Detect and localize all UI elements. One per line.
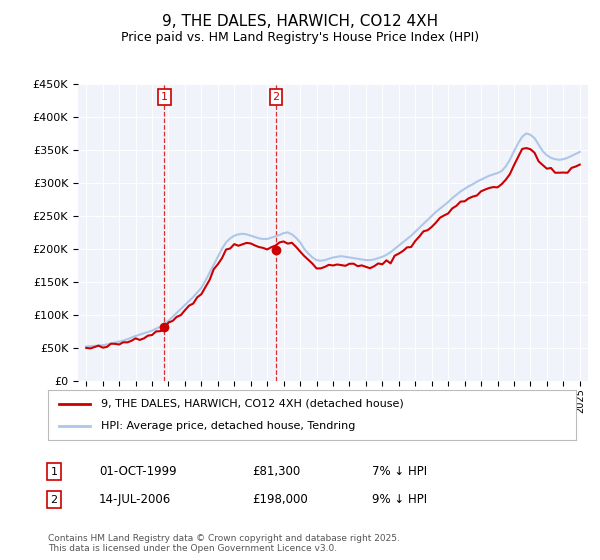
Text: Price paid vs. HM Land Registry's House Price Index (HPI): Price paid vs. HM Land Registry's House … [121,31,479,44]
Text: 9, THE DALES, HARWICH, CO12 4XH (detached house): 9, THE DALES, HARWICH, CO12 4XH (detache… [101,399,404,409]
Text: 7% ↓ HPI: 7% ↓ HPI [372,465,427,478]
Text: £198,000: £198,000 [252,493,308,506]
Text: 2: 2 [50,494,58,505]
Text: 9% ↓ HPI: 9% ↓ HPI [372,493,427,506]
Text: Contains HM Land Registry data © Crown copyright and database right 2025.
This d: Contains HM Land Registry data © Crown c… [48,534,400,553]
Text: 9, THE DALES, HARWICH, CO12 4XH: 9, THE DALES, HARWICH, CO12 4XH [162,14,438,29]
Text: 01-OCT-1999: 01-OCT-1999 [99,465,176,478]
Text: HPI: Average price, detached house, Tendring: HPI: Average price, detached house, Tend… [101,421,355,431]
Text: 2: 2 [272,92,280,102]
Text: 14-JUL-2006: 14-JUL-2006 [99,493,171,506]
Text: £81,300: £81,300 [252,465,300,478]
Text: 1: 1 [161,92,168,102]
Text: 1: 1 [50,466,58,477]
